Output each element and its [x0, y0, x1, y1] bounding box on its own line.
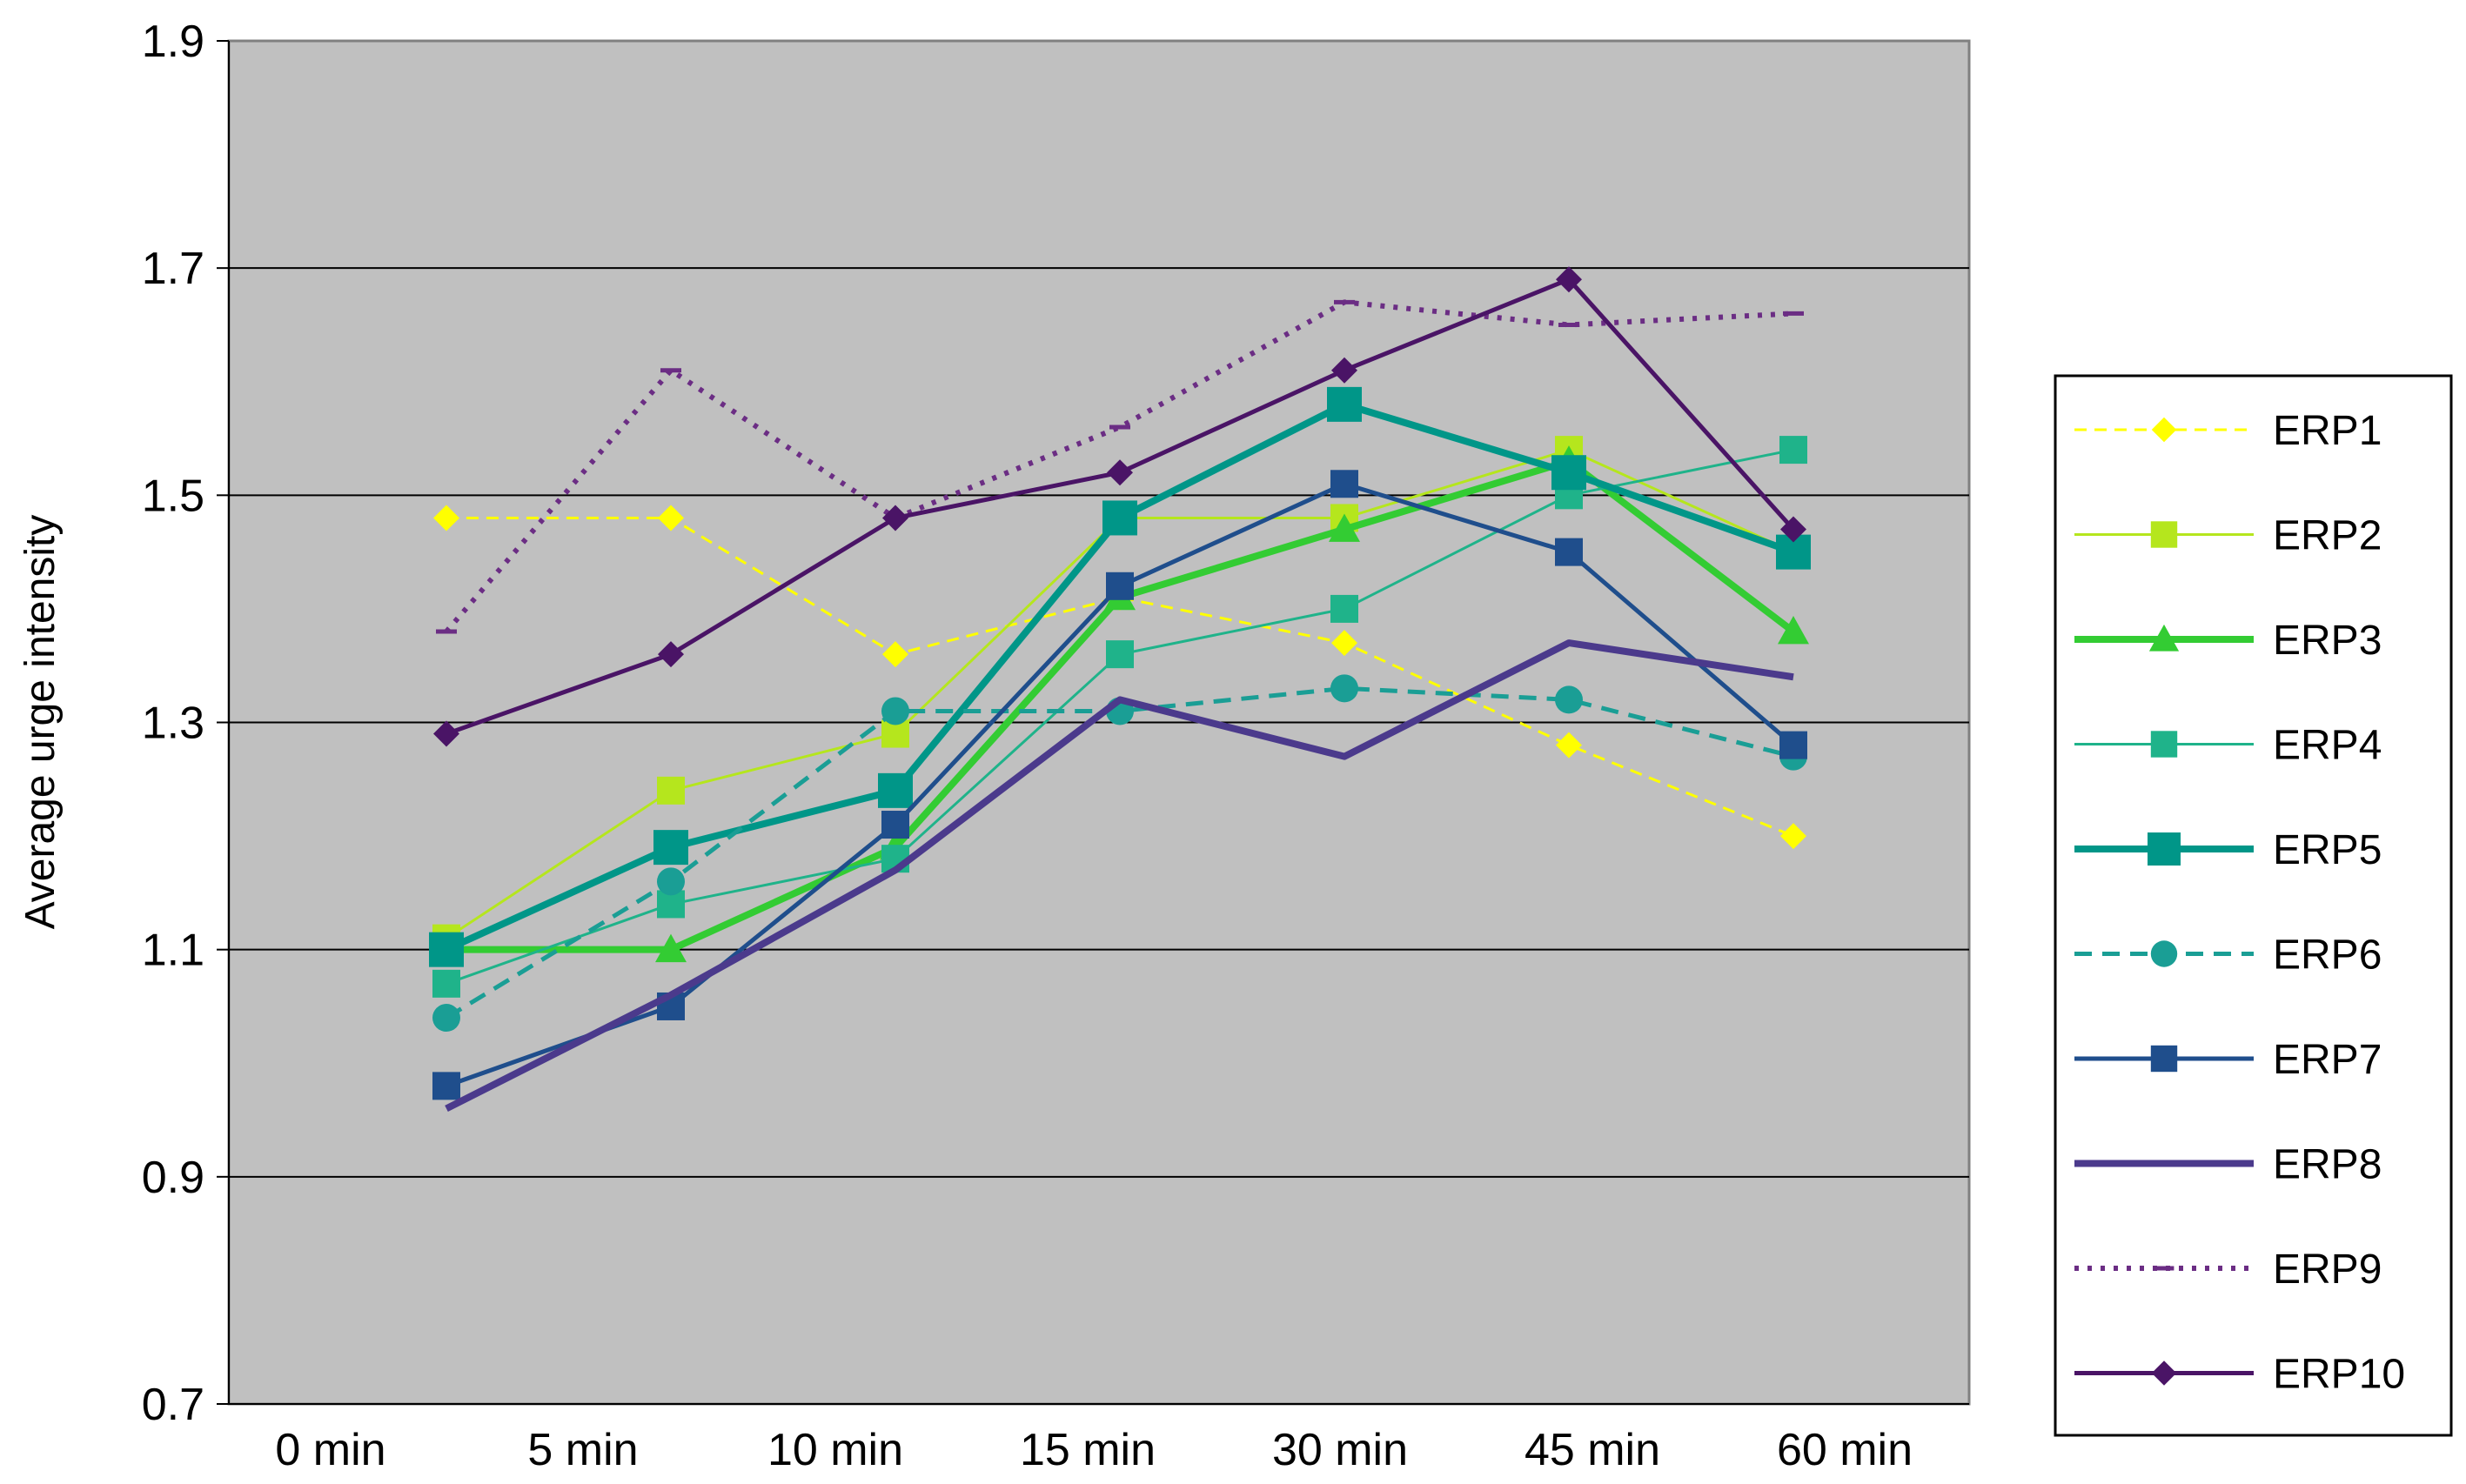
series-erp4: [432, 436, 1807, 998]
data-point: [1330, 674, 1358, 703]
legend-label: ERP6: [2273, 933, 2382, 979]
legend-item: ERP2: [2074, 513, 2382, 559]
data-point: [432, 1004, 460, 1033]
data-point: [1330, 594, 1358, 623]
x-tick-label: 5 min: [527, 1425, 638, 1475]
data-point: [1555, 685, 1583, 714]
data-point: [1331, 357, 1357, 384]
data-point: [2150, 731, 2178, 758]
y-tick-label: 1.7: [142, 244, 204, 294]
legend-item: ERP7: [2074, 1037, 2382, 1083]
x-tick-label: 45 min: [1524, 1425, 1660, 1475]
legend-item: ERP1: [2074, 408, 2382, 454]
data-point: [1555, 538, 1583, 566]
legend-item: ERP8: [2074, 1142, 2382, 1188]
legend-item: ERP3: [2074, 618, 2382, 664]
y-tick-label: 1.5: [142, 471, 204, 521]
data-point: [429, 932, 464, 967]
legend-item: ERP9: [2074, 1247, 2382, 1293]
data-point: [1327, 386, 1362, 422]
legend-item: ERP6: [2074, 933, 2382, 979]
y-tick-label: 0.9: [142, 1153, 204, 1203]
data-point: [1551, 455, 1586, 491]
series-erp10: [433, 266, 1806, 747]
legend-item: ERP10: [2074, 1352, 2405, 1398]
data-point: [1330, 470, 1358, 498]
data-point: [1107, 459, 1133, 486]
legend-label: ERP1: [2273, 408, 2382, 454]
data-point: [881, 697, 909, 725]
series-erp7: [432, 470, 1807, 1100]
x-tick-label: 15 min: [1020, 1425, 1156, 1475]
x-tick-label: 60 min: [1777, 1425, 1913, 1475]
data-point: [655, 933, 687, 963]
data-point: [658, 641, 684, 668]
data-point: [1779, 436, 1807, 465]
data-point: [1331, 630, 1357, 657]
legend-item: ERP4: [2074, 723, 2382, 769]
legend-item: ERP5: [2074, 827, 2382, 873]
data-point: [1780, 823, 1806, 850]
legend-label: ERP4: [2273, 723, 2382, 769]
x-tick-label: 0 min: [275, 1425, 385, 1475]
legend: ERP1 ERP2 ERP3 ERP4 ERP5 ERP6 ERP7 ERP8 ERP9 ERP1…: [2054, 374, 2453, 1437]
series-line: [445, 639, 1794, 1113]
legend-label: ERP5: [2273, 827, 2382, 873]
y-tick-label: 0.7: [142, 1380, 204, 1430]
data-point: [1106, 572, 1134, 600]
data-point: [1556, 266, 1582, 293]
data-point: [2150, 521, 2178, 548]
data-point: [2150, 1045, 2178, 1073]
data-point: [658, 505, 684, 531]
data-point: [1106, 640, 1134, 669]
data-point: [432, 1072, 460, 1100]
data-point: [653, 830, 688, 866]
legend-label: ERP9: [2273, 1247, 2382, 1293]
series-erp8: [445, 639, 1794, 1113]
data-point: [2148, 624, 2180, 652]
data-point: [881, 811, 909, 839]
legend-label: ERP2: [2273, 513, 2382, 559]
x-tick-label: 10 min: [767, 1425, 903, 1475]
data-point: [1778, 616, 1809, 645]
data-point: [2150, 940, 2178, 967]
data-point: [882, 505, 908, 531]
legend-label: ERP8: [2273, 1142, 2382, 1188]
data-point: [2151, 417, 2177, 443]
y-axis-title: Average urge intensity: [17, 515, 64, 930]
data-point: [2151, 1360, 2177, 1386]
data-point: [433, 720, 459, 747]
data-point: [2148, 832, 2181, 866]
legend-label: ERP10: [2273, 1352, 2405, 1398]
data-point: [432, 969, 460, 998]
data-point: [882, 641, 908, 668]
data-point: [1329, 513, 1360, 542]
x-tick-label: 30 min: [1272, 1425, 1408, 1475]
data-point: [433, 505, 459, 531]
legend-items: ERP1 ERP2 ERP3 ERP4 ERP5 ERP6 ERP7 ERP8 ERP9 ERP1…: [2074, 408, 2405, 1398]
y-tick-label: 1.1: [142, 926, 204, 976]
series-lines: [429, 266, 1811, 1113]
y-tick-label: 1.9: [142, 17, 204, 67]
data-point: [1780, 516, 1806, 543]
y-tick-label: 1.3: [142, 699, 204, 749]
data-point: [1556, 732, 1582, 759]
data-point: [1779, 731, 1807, 759]
data-point: [1102, 500, 1137, 536]
y-axis-ticks: 0.7 0.9 1.1 1.3 1.5 1.7 1.9: [142, 17, 229, 1430]
legend-label: ERP3: [2273, 618, 2382, 664]
data-point: [657, 776, 685, 805]
legend-label: ERP7: [2273, 1037, 2382, 1083]
data-point: [657, 867, 685, 896]
legend-box: [2054, 374, 2453, 1437]
data-point: [878, 772, 913, 808]
x-axis-ticks: 0 min 5 min 10 min 15 min 30 min 45 min 60 min: [228, 41, 1969, 1475]
